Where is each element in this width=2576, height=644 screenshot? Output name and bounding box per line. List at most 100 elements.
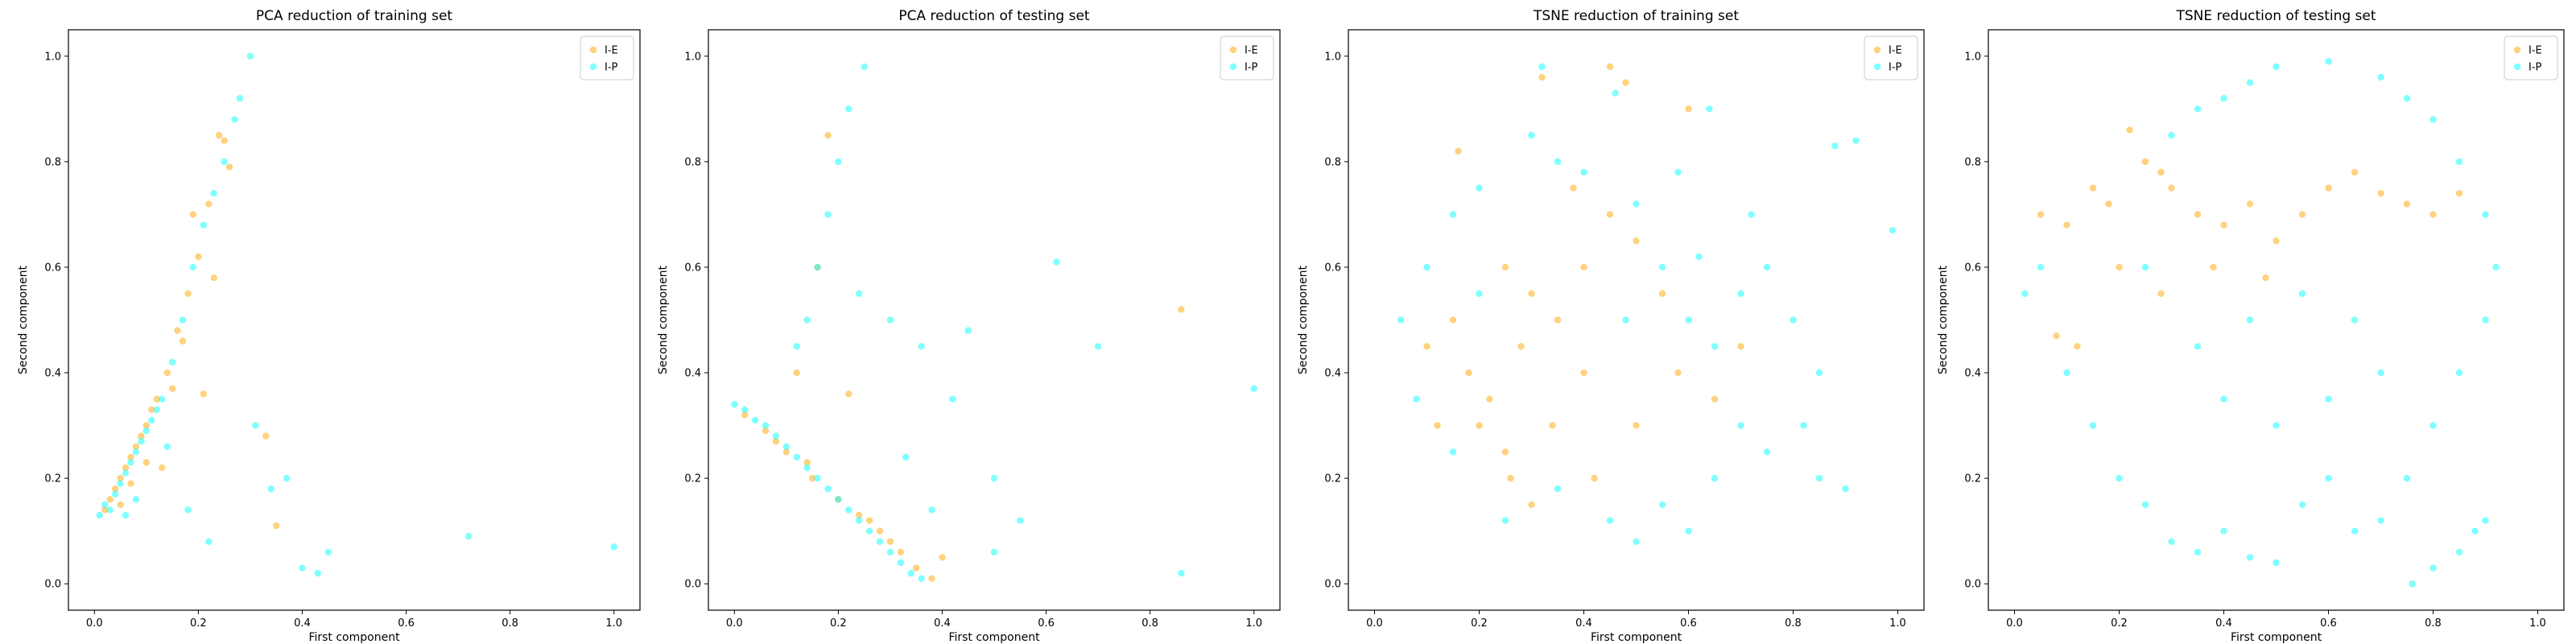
data-point (912, 564, 920, 572)
data-point (210, 189, 217, 197)
data-point (1852, 137, 1860, 144)
data-point (138, 438, 145, 445)
data-point (814, 474, 821, 482)
data-point (2325, 474, 2332, 482)
data-point (1455, 147, 1462, 155)
x-tick-label: 0.2 (190, 617, 207, 630)
x-tick-label: 1.0 (1889, 617, 1906, 630)
data-point (111, 485, 119, 493)
data-point (2194, 548, 2202, 556)
data-point (189, 211, 197, 218)
data-point (782, 443, 791, 451)
data-point (2194, 105, 2202, 113)
data-point (1685, 105, 1692, 113)
legend-label: I-E (2529, 45, 2542, 57)
data-point (2063, 369, 2070, 377)
data-point (861, 63, 868, 71)
chart-panel-4: 0.0 0.2 0.4 0.6 0.8 1.0 0.0 0.2 0.4 0.6 0.8 1.0 TSNE… (1937, 8, 2565, 644)
data-point (2220, 395, 2227, 403)
x-tick-label: 0.6 (1680, 617, 1697, 630)
data-point (1528, 501, 1535, 509)
chart-title: PCA reduction of testing set (898, 8, 1090, 24)
legend-label: I-P (1245, 62, 1258, 74)
data-point (2246, 200, 2254, 208)
data-point (1423, 343, 1430, 350)
x-tick-label: 0.4 (934, 617, 951, 630)
data-point (835, 158, 842, 166)
data-point (122, 464, 130, 472)
data-point (200, 390, 208, 398)
data-point (2116, 474, 2123, 482)
data-point (1706, 105, 1713, 113)
y-tick-label: 0.4 (44, 368, 61, 380)
data-point (1053, 258, 1060, 266)
data-point (610, 543, 617, 551)
data-point (1554, 485, 1562, 493)
data-point (918, 343, 925, 350)
data-point (210, 274, 217, 282)
data-point (845, 390, 852, 398)
x-tick-label: 0.8 (1785, 617, 1802, 630)
legend-label: I-E (1889, 45, 1902, 57)
data-point (1633, 538, 1640, 545)
data-point (814, 263, 821, 271)
data-point (2220, 527, 2227, 535)
data-point (158, 395, 166, 403)
data-point (2298, 501, 2306, 509)
data-point (2210, 263, 2217, 271)
data-point (1017, 517, 1024, 524)
data-point (1538, 63, 1546, 71)
data-point (1178, 569, 1185, 577)
data-point (1633, 237, 1640, 245)
data-point (2325, 395, 2332, 403)
y-tick-label: 0.0 (684, 579, 701, 591)
data-point (2141, 158, 2149, 166)
data-point (2455, 548, 2463, 556)
plot-frame (1348, 29, 1925, 611)
data-point (1465, 369, 1472, 377)
series-i-p (1397, 63, 1897, 545)
data-point (2037, 211, 2045, 218)
data-point (949, 395, 956, 403)
data-point (2246, 316, 2254, 324)
data-point (132, 448, 140, 456)
data-point (122, 469, 130, 477)
data-point (2168, 538, 2175, 545)
data-point (990, 548, 998, 556)
data-point (205, 200, 213, 208)
data-point (1612, 89, 1619, 97)
x-tick-label: 0.2 (2111, 617, 2128, 630)
data-point (2429, 211, 2437, 218)
data-point (824, 131, 832, 139)
y-tick-label: 0.0 (1324, 579, 1341, 591)
data-point (142, 427, 151, 435)
data-point (876, 538, 884, 545)
data-point (2246, 79, 2254, 86)
data-point (803, 459, 811, 466)
data-point (1842, 485, 1849, 493)
data-point (876, 527, 884, 535)
data-point (1606, 517, 1614, 524)
data-point (990, 474, 998, 482)
x-tick-label: 0.4 (1575, 617, 1592, 630)
data-point (225, 163, 233, 171)
data-point (142, 422, 151, 429)
x-tick-label: 0.0 (2006, 617, 2023, 630)
x-tick-label: 0.4 (294, 617, 311, 630)
x-axis-label: First component (2231, 631, 2322, 644)
data-point (1397, 316, 1405, 324)
data-point (1685, 527, 1692, 535)
data-point (1815, 474, 1823, 482)
data-point (221, 158, 228, 166)
data-point (2377, 73, 2384, 81)
data-point (1591, 474, 1598, 482)
data-point (865, 527, 873, 535)
data-point (101, 501, 109, 509)
data-point (1748, 211, 1755, 218)
data-point (2105, 200, 2112, 208)
data-point (2377, 189, 2384, 197)
y-tick-label: 1.0 (684, 51, 701, 63)
data-point (122, 511, 130, 519)
data-point (2455, 189, 2463, 197)
data-point (964, 327, 972, 334)
